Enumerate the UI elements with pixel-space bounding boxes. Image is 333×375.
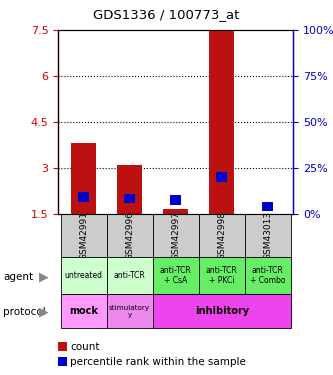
FancyBboxPatch shape xyxy=(61,294,107,328)
FancyBboxPatch shape xyxy=(153,257,199,294)
Text: protocol: protocol xyxy=(3,307,46,317)
Text: ▶: ▶ xyxy=(39,270,48,283)
Text: anti-TCR: anti-TCR xyxy=(114,271,146,280)
Text: inhibitory: inhibitory xyxy=(194,306,249,316)
Text: percentile rank within the sample: percentile rank within the sample xyxy=(70,357,246,367)
FancyBboxPatch shape xyxy=(199,257,245,294)
Bar xyxy=(209,30,234,214)
FancyBboxPatch shape xyxy=(245,257,291,294)
Text: GSM42991: GSM42991 xyxy=(79,211,88,260)
FancyBboxPatch shape xyxy=(107,214,153,257)
FancyBboxPatch shape xyxy=(153,214,199,257)
Text: ▶: ▶ xyxy=(39,306,48,318)
Bar xyxy=(117,165,142,214)
Text: anti-TCR
+ PKCi: anti-TCR + PKCi xyxy=(206,266,237,285)
FancyBboxPatch shape xyxy=(107,294,153,328)
Text: untreated: untreated xyxy=(65,271,103,280)
Bar xyxy=(124,194,136,203)
Text: GSM42998: GSM42998 xyxy=(217,211,226,260)
FancyBboxPatch shape xyxy=(61,214,107,257)
Text: anti-TCR
+ Combo: anti-TCR + Combo xyxy=(250,266,285,285)
Bar xyxy=(163,209,188,214)
Text: GSM42996: GSM42996 xyxy=(125,211,134,260)
Bar xyxy=(170,195,181,205)
Text: stimulatory
y: stimulatory y xyxy=(109,305,150,318)
Text: GSM42997: GSM42997 xyxy=(171,211,180,260)
Text: anti-TCR
+ CsA: anti-TCR + CsA xyxy=(160,266,191,285)
FancyBboxPatch shape xyxy=(245,214,291,257)
Text: count: count xyxy=(70,342,100,352)
Bar xyxy=(216,172,227,182)
Bar xyxy=(78,192,89,201)
FancyBboxPatch shape xyxy=(199,214,245,257)
Text: GDS1336 / 100773_at: GDS1336 / 100773_at xyxy=(93,9,240,21)
Text: agent: agent xyxy=(3,272,33,282)
Text: GSM43013: GSM43013 xyxy=(263,211,272,260)
FancyBboxPatch shape xyxy=(153,294,291,328)
Bar xyxy=(262,201,273,211)
FancyBboxPatch shape xyxy=(61,257,107,294)
Bar xyxy=(71,143,96,214)
Text: mock: mock xyxy=(69,306,98,316)
FancyBboxPatch shape xyxy=(107,257,153,294)
